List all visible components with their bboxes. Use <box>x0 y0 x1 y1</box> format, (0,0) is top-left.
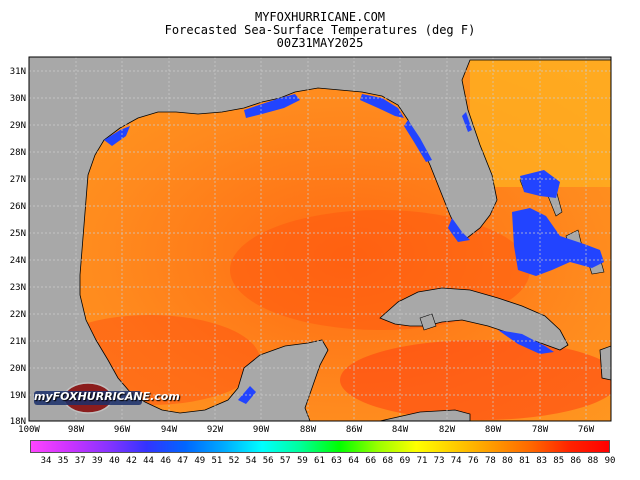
colorbar-tick-label: 71 <box>416 456 428 466</box>
colorbar-tick-label: 68 <box>382 456 394 466</box>
colorbar-tick-label: 64 <box>348 456 360 466</box>
cool-patch-la <box>244 94 300 118</box>
land-isle-of-youth <box>419 313 437 331</box>
colorbar-tick-label: 80 <box>502 456 513 466</box>
lat-label: 22N <box>10 310 26 320</box>
cool-patches <box>104 94 604 404</box>
lat-label: 23N <box>10 283 26 293</box>
lon-label: 88W <box>300 425 317 435</box>
cool-patch-fl-bigbend <box>404 120 432 162</box>
colorbar-tick-label: 63 <box>331 456 342 466</box>
lat-label: 25N <box>10 229 26 239</box>
logo-swoosh <box>34 382 142 414</box>
colorbar-tick-label: 90 <box>604 456 616 466</box>
title-block: MYFOXHURRICANE.COM Forecasted Sea-Surfac… <box>0 11 640 50</box>
colorbar-tick-label: 88 <box>587 456 599 466</box>
colorbar-tick-label: 83 <box>536 456 548 466</box>
colorbar-tick-label: 34 <box>40 456 52 466</box>
lat-label: 29N <box>10 121 26 131</box>
site-title: MYFOXHURRICANE.COM <box>254 10 386 24</box>
lon-label: 84W <box>392 425 409 435</box>
colorbar-tick-label: 39 <box>91 456 103 466</box>
colorbar-tick-label: 47 <box>177 456 189 466</box>
lon-label: 76W <box>578 425 595 435</box>
lon-label: 90W <box>253 425 270 435</box>
lon-label: 98W <box>68 425 85 435</box>
lat-label: 28N <box>10 148 26 158</box>
colorbar-tick-label: 37 <box>74 456 86 466</box>
colorbar-tick-label: 49 <box>194 456 206 466</box>
cool-patch-tx <box>104 126 130 146</box>
colorbar-tick-label: 51 <box>211 456 223 466</box>
colorbar-tick-label: 42 <box>126 456 137 466</box>
colorbar-tick-label: 69 <box>399 456 411 466</box>
land-honduras <box>379 409 471 421</box>
colorbar-tick-label: 81 <box>519 456 530 466</box>
colorbar-tick-label: 59 <box>296 456 308 466</box>
colorbar-tick-label: 86 <box>570 456 582 466</box>
colorbar-tick-label: 56 <box>262 456 274 466</box>
lon-label: 86W <box>346 425 363 435</box>
lon-label: 80W <box>485 425 502 435</box>
colorbar-tick-label: 73 <box>433 456 445 466</box>
colorbar-tick-label: 78 <box>484 456 496 466</box>
atlantic-cooler-area <box>470 57 611 187</box>
lon-label: 96W <box>114 425 131 435</box>
cool-patch-fl-panhandle <box>360 94 404 118</box>
colorbar-tick-label: 57 <box>279 456 291 466</box>
map-frame <box>28 56 612 422</box>
valid-time: 00Z31MAY2025 <box>276 36 364 50</box>
colorbar-labels: 34 35 37 39 40 42 44 46 47 49 51 52 54 56 57 59 61 63 64 66… <box>30 456 616 468</box>
lat-label: 31N <box>10 67 26 77</box>
lat-label: 27N <box>10 175 26 185</box>
colorbar-tick-label: 66 <box>365 456 377 466</box>
graticule <box>29 57 611 421</box>
cool-patch-bahamas-bank <box>512 208 604 276</box>
logo-text: myFOXHURRICANE.com <box>34 390 180 403</box>
caribbean-warm-area <box>340 340 611 420</box>
lon-labels: 100W 98W 96W 94W 92W 90W 88W 86W 84W 82W… <box>18 425 595 435</box>
colorbar-tick-label: 44 <box>143 456 154 466</box>
colorbar-tick-label: 76 <box>467 456 479 466</box>
sst-colorbar <box>30 440 610 453</box>
colorbar-tick-label: 61 <box>314 456 325 466</box>
lat-label: 20N <box>10 364 26 374</box>
colorbar-tick-label: 52 <box>228 456 240 466</box>
lon-label: 100W <box>18 425 40 435</box>
lon-label: 78W <box>532 425 549 435</box>
lat-label: 24N <box>10 256 26 266</box>
lat-label: 30N <box>10 94 26 104</box>
colorbar-tick-label: 46 <box>160 456 172 466</box>
lat-labels: 31N 30N 29N 28N 27N 26N 25N 24N 23N 22N … <box>10 67 26 427</box>
colorbar-tick-label: 74 <box>450 456 462 466</box>
cool-patch-cuba-south <box>498 330 554 354</box>
lon-label: 82W <box>439 425 456 435</box>
myfox-hurricane-logo: myFOXHURRICANE.com <box>34 382 180 414</box>
lat-label: 19N <box>10 391 26 401</box>
lat-label: 21N <box>10 337 26 347</box>
lon-label: 92W <box>207 425 224 435</box>
colorbar-tick-label: 40 <box>108 456 120 466</box>
cool-patch-fl-atlantic <box>462 112 472 132</box>
land-hispaniola <box>599 345 611 381</box>
lat-label: 18N <box>10 417 26 427</box>
lat-label: 26N <box>10 202 26 212</box>
map-title: Forecasted Sea-Surface Temperatures (deg… <box>164 23 476 37</box>
colorbar-tick-label: 85 <box>553 456 565 466</box>
colorbar-tick-label: 54 <box>245 456 257 466</box>
cool-patch-bahamas-north <box>520 170 560 198</box>
lon-label: 94W <box>161 425 178 435</box>
colorbar-tick-label: 35 <box>57 456 69 466</box>
cool-patch-fl-sw <box>448 218 470 242</box>
